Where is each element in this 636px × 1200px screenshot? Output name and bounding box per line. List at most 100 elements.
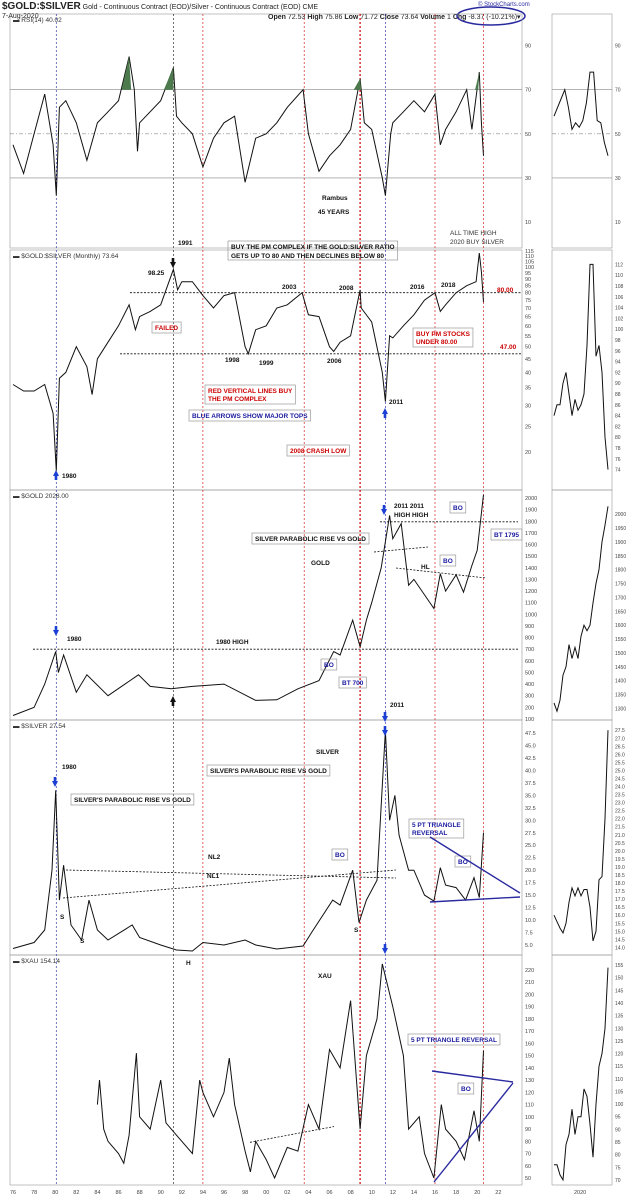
y-tick-label: 35 — [525, 386, 531, 392]
close-value: 73.64 — [400, 14, 419, 21]
inset-y-tick-label: 120 — [615, 1052, 624, 1058]
inset-y-tick-label: 90 — [615, 44, 621, 50]
inset-y-tick-label: 88 — [615, 392, 621, 398]
y-tick-label: 900 — [525, 624, 534, 630]
y-tick-label: 210 — [525, 980, 534, 986]
ratio-inset-line — [553, 263, 609, 470]
y-tick-label: 50 — [525, 132, 531, 138]
y-tick-label: 90 — [525, 277, 531, 283]
inset-y-tick-label: 23.0 — [615, 801, 625, 807]
x-tick-label: 98 — [242, 1190, 248, 1196]
inset-y-tick-label: 150 — [615, 976, 624, 982]
inset-y-tick-label: 1500 — [615, 651, 626, 657]
y-tick-label: 25 — [525, 424, 531, 430]
annotation-bps2: UNDER 80.00 — [416, 339, 458, 346]
y-tick-label: 27.5 — [525, 831, 536, 837]
watermark: © StockCharts.com — [478, 2, 530, 8]
inset-y-tick-label: 80 — [615, 435, 621, 441]
inset-y-tick-label: 20.5 — [615, 841, 625, 847]
overbought-fill — [353, 78, 362, 90]
inset-y-tick-label: 1650 — [615, 609, 626, 615]
y-tick-label: 95 — [525, 271, 531, 277]
arrow-up-icon — [53, 470, 59, 480]
xau-panel-frame — [9, 954, 523, 1186]
inset-y-tick-label: 110 — [615, 1077, 623, 1083]
inset-y-tick-label: 17.5 — [615, 889, 625, 895]
chg-dropdown-icon[interactable]: ▾ — [517, 14, 521, 21]
y-tick-label: 22.5 — [525, 856, 536, 862]
annotation-y1999: 1999 — [259, 360, 274, 367]
y-tick-label: 75 — [525, 298, 531, 304]
y-tick-label: 45 — [525, 357, 531, 363]
annotation-g1980: 1980 — [67, 636, 82, 643]
x-tick-label: 10 — [369, 1190, 375, 1196]
close-label: Close — [379, 14, 399, 21]
annotation-stri1: 5 PT TRIANGLE — [412, 822, 461, 829]
rsi-price-line — [12, 56, 484, 196]
y-tick-label: 15.0 — [525, 893, 536, 899]
annotation-gpar: SILVER PARABOLIC RISE VS GOLD — [255, 536, 366, 543]
annotation-failed: FAILED — [155, 325, 178, 332]
y-tick-label: 220 — [525, 968, 534, 974]
annotation-y2006: 2006 — [327, 358, 342, 365]
inset-y-tick-label: 1800 — [615, 568, 626, 574]
annotation-xau: XAU — [318, 973, 332, 980]
inset-y-tick-label: 1550 — [615, 637, 626, 643]
y-tick-label: 70 — [525, 1152, 531, 1158]
arrow-up-icon — [170, 696, 176, 706]
open-value: 72.53 — [287, 14, 306, 21]
date: 7-Aug-2020 — [2, 13, 39, 20]
y-tick-label: 50 — [525, 345, 531, 351]
annotation-g2011a: 2011 2011 — [394, 503, 424, 510]
annotation-box — [286, 444, 350, 457]
annotation-spar1: SILVER'S PARABOLIC RISE VS GOLD — [74, 797, 191, 804]
x-tick-label: 86 — [116, 1190, 122, 1196]
x-tick-label: 96 — [221, 1190, 227, 1196]
y-tick-label: 1800 — [525, 519, 537, 525]
x-tick-label: 84 — [94, 1190, 100, 1196]
annotation-buy2: GETS UP TO 80 AND THEN DECLINES BELOW 80 — [231, 253, 384, 260]
y-tick-label: 60 — [525, 324, 531, 330]
inset-y-tick-label: 1350 — [615, 693, 626, 699]
x-tick-label: 76 — [10, 1190, 16, 1196]
inset-y-tick-label: 95 — [615, 1115, 621, 1121]
inset-y-tick-label: 70 — [615, 1178, 621, 1184]
inset-y-tick-label: 115 — [615, 1064, 623, 1070]
x-tick-label: 14 — [411, 1190, 417, 1196]
arrow-down-icon — [382, 712, 388, 722]
triangle-line — [433, 1082, 514, 1183]
inset-y-tick-label: 108 — [615, 284, 624, 290]
y-tick-label: 40.0 — [525, 768, 536, 774]
y-tick-label: 1500 — [525, 554, 537, 560]
annotation-y1998: 1998 — [225, 357, 240, 364]
inset-x-label: 2020 — [574, 1190, 586, 1196]
inset-y-tick-label: 2000 — [615, 512, 626, 518]
annotation-gbt700: BT 700 — [342, 680, 364, 687]
x-tick-label: 92 — [179, 1190, 185, 1196]
y-tick-label: 90 — [525, 1127, 531, 1133]
x-tick-label: 04 — [305, 1190, 311, 1196]
inset-y-tick-label: 17.0 — [615, 897, 625, 903]
inset-y-tick-label: 50 — [615, 132, 621, 138]
annotation-v9825: 98.25 — [148, 270, 165, 277]
y-tick-label: 300 — [525, 694, 534, 700]
x-tick-label: 88 — [137, 1190, 143, 1196]
inset-y-tick-label: 106 — [615, 295, 624, 301]
annotation-gbt1795: BT 1795 — [494, 532, 519, 539]
trend-line — [373, 546, 429, 553]
annotation-red1: RED VERTICAL LINES BUY — [208, 388, 293, 395]
chg-label: Chg — [452, 14, 467, 21]
annotation-stri2: REVERSAL — [412, 830, 447, 837]
y-tick-label: 400 — [525, 682, 534, 688]
y-tick-label: 47.5 — [525, 731, 536, 737]
y-tick-label: 2000 — [525, 496, 537, 502]
gold-inset-frame — [551, 489, 613, 721]
annotation-sbo1: BO — [335, 852, 345, 859]
annotation-box — [331, 848, 349, 861]
annotation-years45: 45 YEARS — [318, 209, 350, 216]
annotation-ghl: HL — [421, 564, 430, 571]
inset-y-tick-label: 135 — [615, 1014, 624, 1020]
y-tick-label: 1000 — [525, 612, 537, 618]
inset-y-tick-label: 22.0 — [615, 817, 625, 823]
